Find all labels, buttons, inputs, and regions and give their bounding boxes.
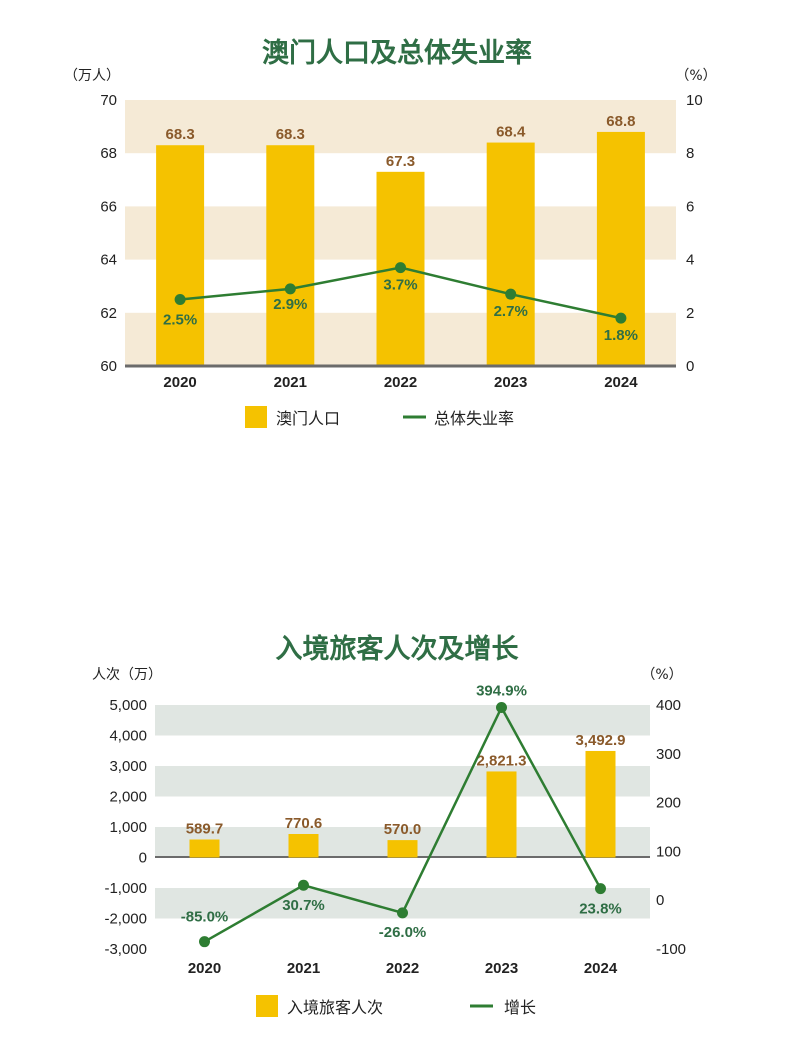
bar: [156, 145, 205, 366]
population-unemployment-chart: 澳门人口及总体失业率 （万人） （%） 68.3 68.3 67.3 68.4 68.8…: [64, 37, 717, 428]
y-tick-label: 2,000: [109, 789, 147, 806]
left-axis-unit: 人次（万）: [92, 667, 162, 683]
y2-tick-label: 0: [686, 358, 694, 375]
bar: [486, 142, 535, 366]
bar: [266, 145, 315, 366]
y2-tick-label: 10: [686, 92, 703, 109]
y-tick-label: 60: [100, 358, 117, 375]
y-tick-label: 0: [139, 850, 147, 867]
legend: 澳门人口 总体失业率: [245, 406, 514, 428]
bar-value-label: 68.3: [165, 126, 194, 143]
x-tick-label: 2022: [384, 374, 417, 391]
x-tick-label: 2023: [494, 374, 527, 391]
y-tick-label: -3,000: [104, 941, 147, 958]
bar-value-label: 3,492.9: [575, 732, 625, 749]
legend-bar-label: 入境旅客人次: [287, 998, 383, 1017]
x-tick-label: 2023: [485, 960, 518, 977]
y2-tick-label: 200: [656, 795, 681, 812]
grid-band: [155, 705, 650, 736]
x-tick-label: 2024: [584, 960, 618, 977]
chart-title: 入境旅客人次及增长: [276, 633, 520, 665]
y-tick-label: 68: [100, 145, 117, 162]
legend-bar-label: 澳门人口: [276, 409, 340, 428]
line-point: [615, 312, 627, 324]
x-tick-label: 2021: [287, 960, 320, 977]
bar-value-label: 68.8: [606, 113, 635, 130]
right-axis-unit: （%）: [641, 667, 682, 683]
y2-tick-label: 0: [656, 892, 664, 909]
y-tick-label: 66: [100, 198, 117, 215]
y2-tick-label: 8: [686, 145, 694, 162]
legend-line-label: 总体失业率: [434, 409, 514, 428]
line-point: [174, 294, 186, 305]
x-tick-label: 2022: [386, 960, 419, 977]
bar-value-label: 2,821.3: [476, 752, 526, 769]
line-point: [496, 701, 507, 713]
line-value-label: -26.0%: [379, 924, 427, 941]
y2-tick-label: 300: [656, 746, 681, 763]
y-tick-label: 62: [100, 305, 117, 322]
line-point: [505, 288, 517, 300]
grid-band: [155, 766, 650, 797]
y2-tick-label: 100: [656, 843, 681, 860]
x-tick-label: 2024: [604, 374, 638, 391]
bar: [189, 839, 220, 858]
line-point: [284, 283, 296, 295]
bar-value-label: 770.6: [285, 815, 323, 832]
x-tick-label: 2020: [163, 374, 196, 391]
bar-value-label: 570.0: [384, 821, 422, 838]
right-axis-unit: （%）: [675, 68, 716, 84]
bar-value-label: 68.4: [496, 124, 526, 141]
line-point: [298, 879, 309, 891]
line-value-label: 394.9%: [476, 682, 527, 699]
line-value-label: 1.8%: [604, 327, 638, 344]
y-tick-label: 70: [100, 92, 117, 109]
line-point: [595, 883, 606, 895]
legend-line-label: 增长: [504, 998, 536, 1017]
bar: [387, 840, 418, 858]
line-value-label: -85.0%: [181, 909, 229, 926]
x-tick-label: 2020: [188, 960, 221, 977]
chart-title: 澳门人口及总体失业率: [262, 37, 532, 69]
line-value-label: 2.9%: [273, 296, 307, 313]
legend-bar-swatch: [256, 995, 278, 1017]
y2-tick-label: 4: [686, 252, 694, 269]
grid-band: [125, 100, 676, 154]
y2-tick-label: 6: [686, 198, 694, 215]
y-tick-label: -1,000: [104, 880, 147, 897]
bar-value-label: 68.3: [276, 126, 305, 143]
y-tick-label: 64: [100, 252, 117, 269]
left-axis-unit: （万人）: [64, 68, 120, 84]
bar-value-label: 589.7: [186, 821, 224, 838]
x-tick-label: 2021: [274, 374, 307, 391]
line-point: [397, 907, 408, 919]
line-value-label: 2.7%: [494, 303, 528, 320]
line-value-label: 3.7%: [383, 277, 417, 294]
bar-value-label: 67.3: [386, 153, 415, 170]
line-point: [395, 262, 406, 274]
y-tick-label: 3,000: [109, 758, 147, 775]
y-tick-label: -2,000: [104, 911, 147, 928]
y-tick-label: 5,000: [109, 697, 147, 714]
y-tick-label: 4,000: [109, 728, 147, 745]
y-tick-label: 1,000: [109, 819, 147, 836]
bar: [486, 771, 517, 858]
bar: [288, 833, 319, 858]
line-value-label: 23.8%: [579, 901, 622, 918]
legend-bar-swatch: [245, 406, 267, 428]
y2-tick-label: -100: [656, 941, 686, 958]
y2-tick-label: 2: [686, 305, 694, 322]
visitor-arrivals-chart: 入境旅客人次及增长 人次（万） （%） 589.7 770.6 570.0 2,821…: [92, 633, 686, 1017]
line-value-label: 30.7%: [282, 897, 325, 914]
y2-tick-label: 400: [656, 697, 681, 714]
line-value-label: 2.5%: [163, 312, 197, 329]
bar: [585, 750, 616, 858]
legend: 入境旅客人次 增长: [256, 995, 536, 1017]
line-point: [199, 936, 210, 948]
bar: [596, 131, 645, 366]
